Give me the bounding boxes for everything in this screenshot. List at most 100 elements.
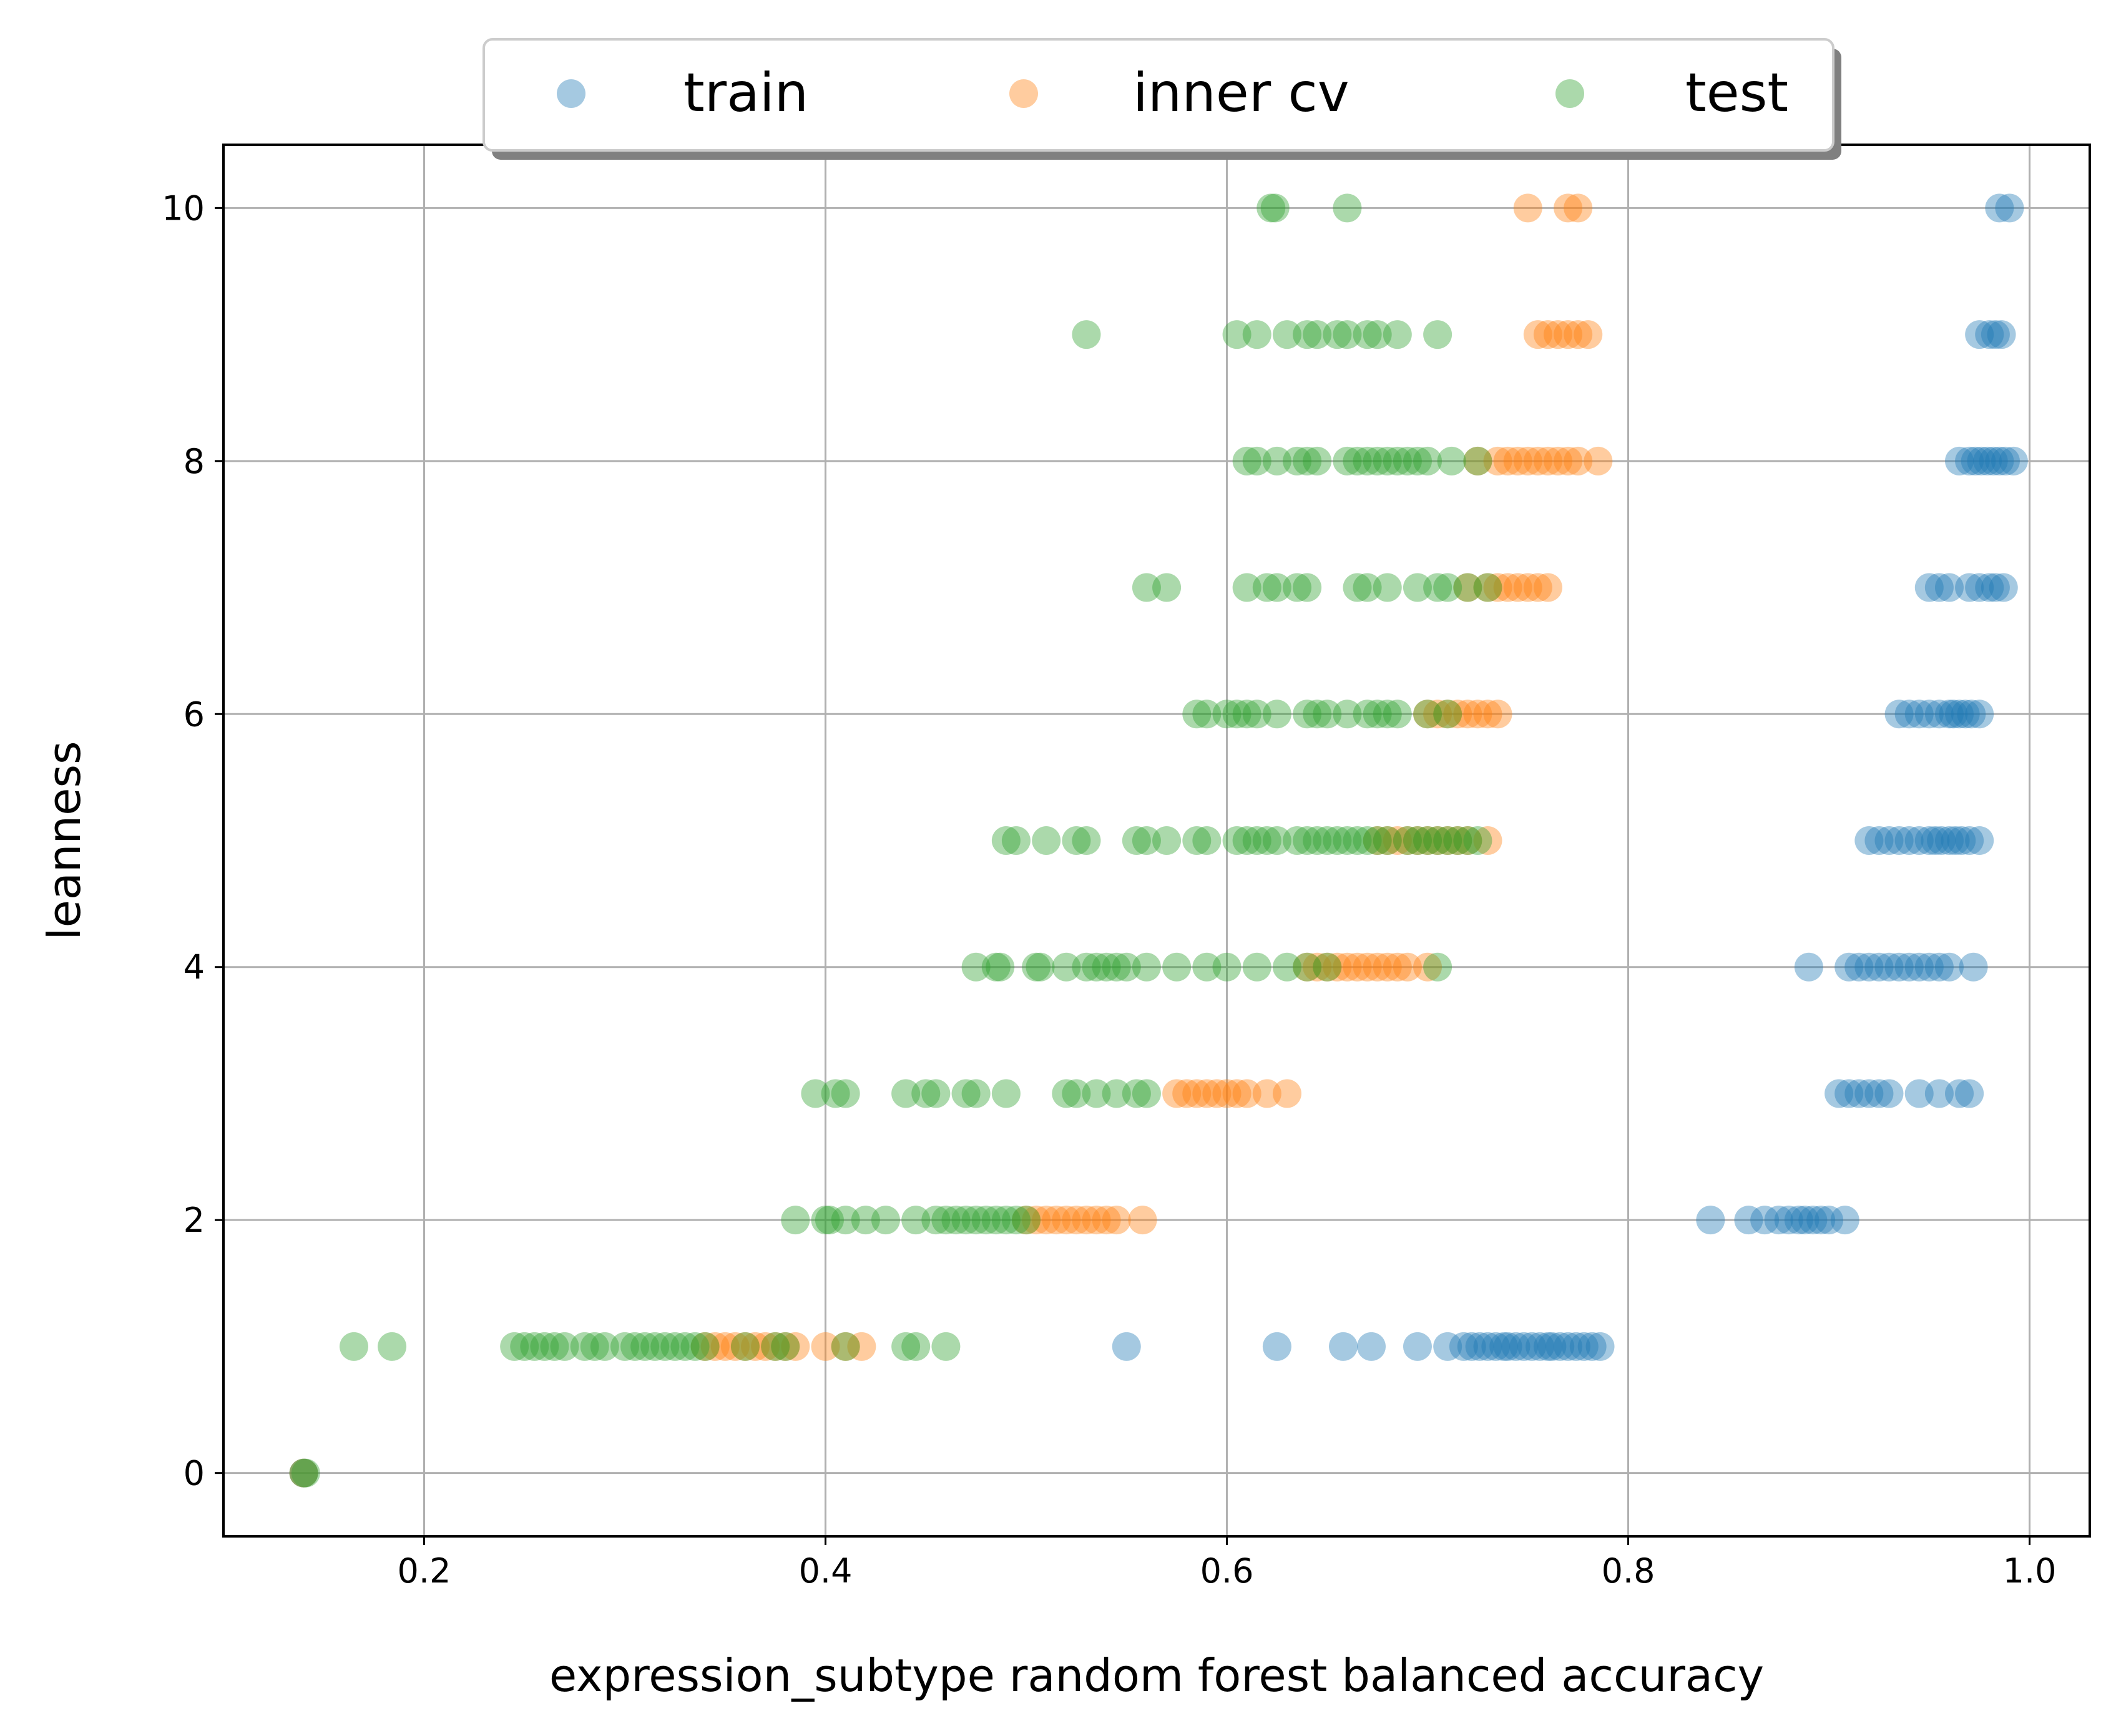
data-point	[871, 1206, 900, 1235]
data-point	[815, 1206, 844, 1235]
data-point	[1260, 193, 1290, 223]
data-point	[1262, 826, 1291, 855]
data-point	[1924, 1079, 1954, 1108]
data-points	[289, 193, 2028, 1488]
data-point	[1373, 700, 1402, 729]
data-point	[1939, 700, 1968, 729]
legend: train inner cv test	[482, 38, 1841, 160]
data-point	[1333, 193, 1362, 223]
data-point	[1975, 573, 2004, 602]
data-point	[951, 1079, 981, 1108]
data-point	[570, 1332, 599, 1361]
y-tick-label: 10	[162, 188, 205, 228]
data-point	[1026, 952, 1055, 982]
data-point	[1393, 446, 1422, 475]
data-point	[550, 1332, 579, 1361]
data-point	[720, 1332, 750, 1361]
data-point	[1202, 1079, 1232, 1108]
data-point	[1363, 320, 1392, 349]
data-point	[1844, 1079, 1874, 1108]
data-point	[1343, 446, 1372, 475]
y-tick-label: 8	[184, 442, 205, 481]
data-point	[1453, 573, 1482, 602]
data-point	[1423, 700, 1452, 729]
data-point	[1272, 320, 1301, 349]
data-point	[1453, 700, 1482, 729]
y-tick-label: 2	[184, 1201, 205, 1240]
data-point	[1967, 446, 1996, 475]
data-point	[1503, 573, 1532, 602]
data-point	[771, 1332, 800, 1361]
data-point	[740, 1332, 770, 1361]
data-point	[1554, 320, 1583, 349]
data-point	[811, 1332, 840, 1361]
data-point	[1987, 320, 2016, 349]
data-point	[1545, 1332, 1575, 1361]
data-point	[1152, 826, 1182, 855]
data-point	[921, 1079, 951, 1108]
data-point	[1132, 826, 1161, 855]
data-point	[1554, 1332, 1583, 1361]
data-point	[1443, 700, 1472, 729]
data-point	[1934, 826, 1964, 855]
data-point	[1533, 1332, 1562, 1361]
data-point	[1252, 826, 1281, 855]
data-point	[1577, 1332, 1607, 1361]
data-point	[1383, 952, 1412, 982]
data-point	[1874, 1079, 1904, 1108]
data-point	[1082, 1079, 1111, 1108]
data-point	[690, 1332, 720, 1361]
data-point	[1373, 826, 1402, 855]
data-point	[630, 1332, 660, 1361]
y-axis-ticks: 0 2 4 6 8 10	[162, 188, 223, 1493]
data-point	[1413, 826, 1443, 855]
data-point	[1774, 1206, 1803, 1235]
data-point	[1357, 1332, 1386, 1361]
data-point	[1333, 320, 1362, 349]
data-point	[1413, 700, 1443, 729]
data-point	[1423, 573, 1452, 602]
data-point	[1523, 320, 1552, 349]
data-point	[1947, 826, 1976, 855]
data-point	[1544, 320, 1573, 349]
data-point	[1413, 446, 1443, 475]
legend-marker	[1555, 79, 1584, 108]
data-point	[580, 1332, 609, 1361]
data-point	[1696, 1206, 1725, 1235]
data-point	[1584, 446, 1613, 475]
series-test	[289, 193, 1502, 1488]
data-point	[1052, 1206, 1081, 1235]
data-point	[1965, 320, 1994, 349]
data-point	[1242, 700, 1271, 729]
data-point	[1473, 700, 1502, 729]
data-point	[1128, 1206, 1157, 1235]
data-point	[1569, 1332, 1599, 1361]
x-tick-label: 0.6	[1200, 1551, 1254, 1591]
data-point	[1062, 1079, 1091, 1108]
data-point	[1764, 1206, 1793, 1235]
data-point	[730, 1332, 760, 1361]
data-point	[1433, 573, 1462, 602]
data-point	[1959, 952, 1988, 982]
data-point	[1232, 446, 1261, 475]
data-point	[1232, 700, 1261, 729]
data-point	[931, 1206, 961, 1235]
data-point	[1283, 573, 1312, 602]
series-train	[289, 193, 2028, 1488]
data-point	[1884, 700, 1914, 729]
data-point	[1981, 573, 2010, 602]
data-point	[1955, 826, 1984, 855]
data-point	[1303, 446, 1332, 475]
data-point	[1443, 826, 1472, 855]
data-point	[1965, 826, 1994, 855]
data-point	[1272, 1079, 1301, 1108]
data-point	[1904, 952, 1934, 982]
data-point	[1383, 700, 1412, 729]
data-point	[1072, 320, 1101, 349]
data-point	[1132, 952, 1161, 982]
data-point	[1393, 826, 1422, 855]
data-point	[1884, 952, 1914, 982]
data-point	[901, 1206, 931, 1235]
data-point	[1383, 446, 1412, 475]
data-point	[1483, 573, 1512, 602]
